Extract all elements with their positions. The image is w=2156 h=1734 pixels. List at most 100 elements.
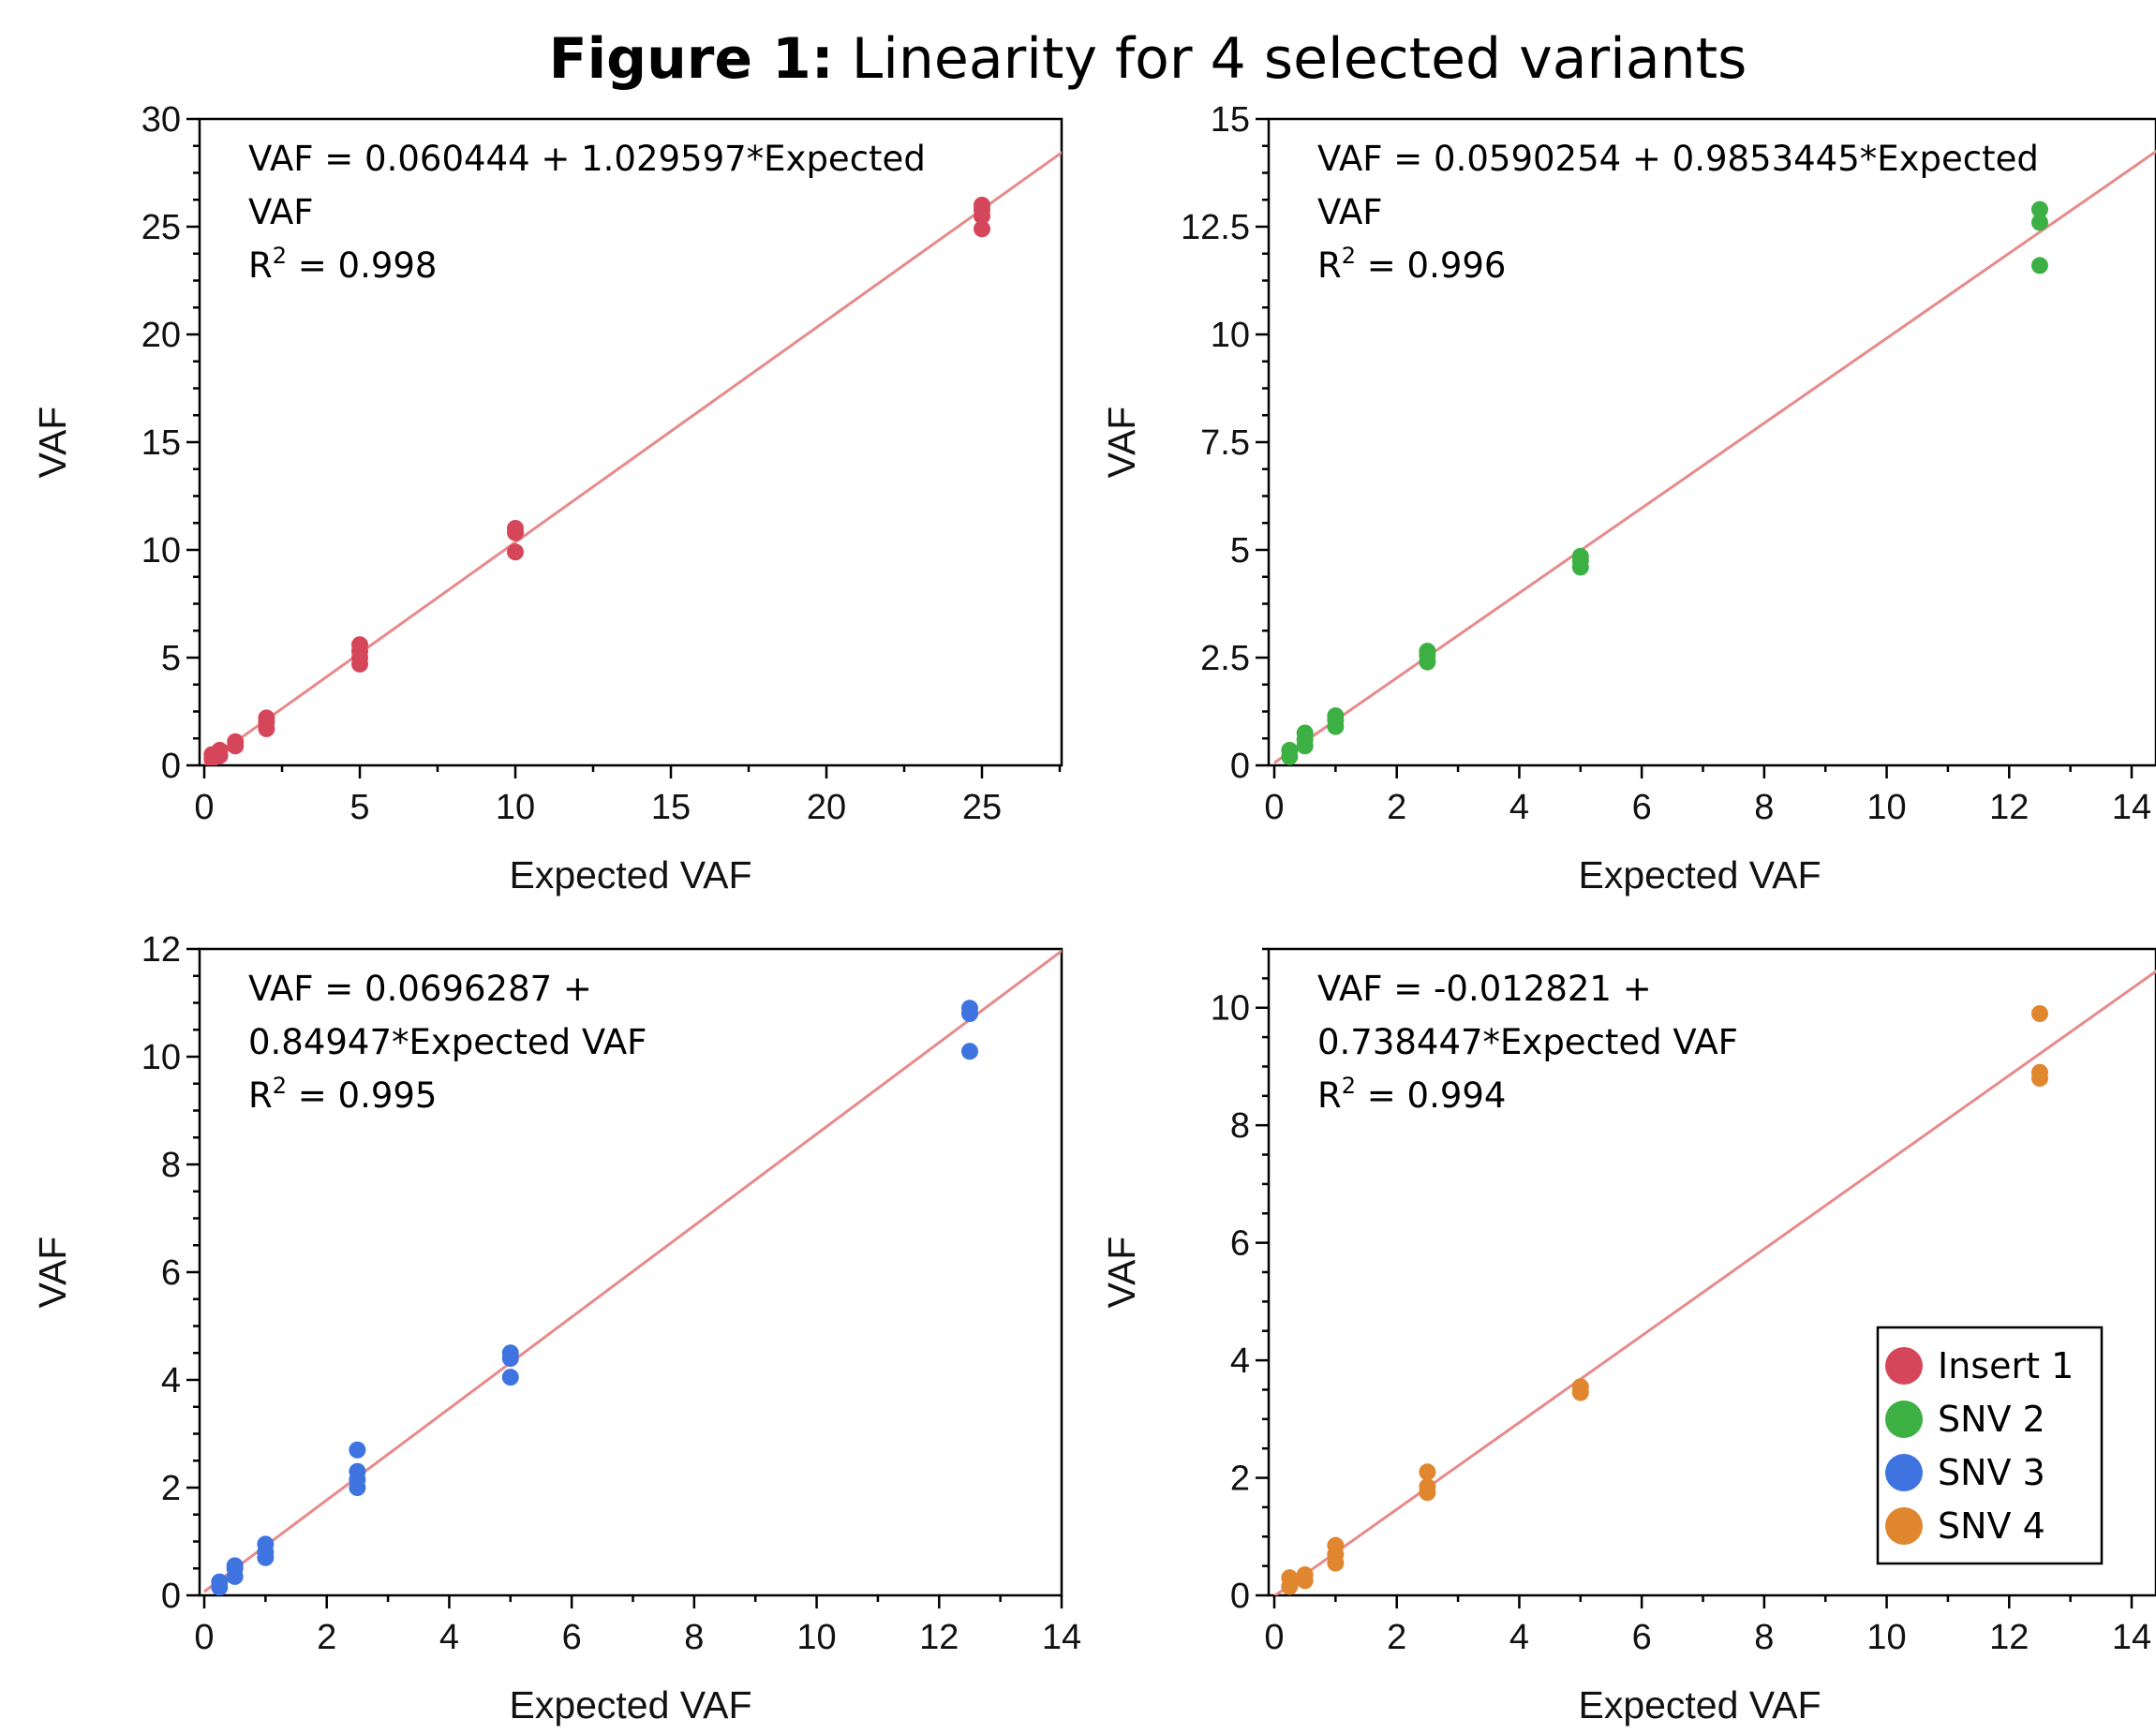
x-tick-label: 10	[1866, 788, 1906, 827]
y-axis-label: VAF	[1100, 407, 1143, 479]
x-tick-label: 12	[1989, 1618, 2029, 1657]
data-point	[1296, 724, 1314, 742]
x-tick-label: 6	[1632, 1618, 1652, 1657]
x-tick-label: 2	[1387, 1618, 1406, 1657]
equation-line: VAF = 0.060444 + 1.029597*Expected	[248, 139, 926, 179]
y-tick-label: 4	[1230, 1341, 1250, 1381]
equation-line: 0.738447*Expected VAF	[1317, 1022, 1738, 1062]
x-axis-label: Expected VAF	[1578, 1683, 1821, 1727]
x-tick-label: 4	[1509, 788, 1529, 827]
x-tick-label: 8	[1754, 1618, 1774, 1657]
data-point	[2030, 1005, 2048, 1022]
y-tick-label: 25	[141, 208, 181, 247]
y-tick-label: 10	[1211, 316, 1250, 355]
x-tick-label: 0	[194, 1618, 214, 1657]
equation-line: VAF = 0.0590254 + 0.9853445*Expected	[1317, 139, 2039, 179]
y-tick-label: 0	[1230, 1577, 1250, 1616]
x-tick-label: 10	[796, 1618, 836, 1657]
data-point	[2030, 214, 2048, 231]
r-squared-exponent: 2	[1342, 1073, 1356, 1099]
plot-frame	[1267, 117, 2156, 767]
r-squared-value: = 0.996	[1356, 245, 1506, 286]
x-tick-label: 8	[684, 1618, 704, 1657]
y-axis-label: VAF	[31, 407, 74, 479]
data-point	[1419, 1477, 1436, 1495]
legend-swatch	[1885, 1507, 1923, 1545]
x-tick-label: 4	[1509, 1618, 1529, 1657]
data-point	[501, 1344, 519, 1362]
r-squared-r: R	[1317, 1075, 1342, 1116]
data-point	[974, 220, 990, 238]
y-tick-label: 10	[141, 531, 181, 571]
y-tick-label: 15	[1211, 100, 1250, 140]
r-squared-exponent: 2	[1342, 243, 1356, 269]
data-point	[226, 1557, 244, 1575]
legend-label: SNV 4	[1938, 1505, 2045, 1547]
data-point	[349, 1441, 366, 1459]
data-point	[1327, 1536, 1345, 1554]
fit-line	[203, 151, 1062, 765]
x-tick-label: 4	[439, 1618, 459, 1657]
data-point	[1296, 1566, 1314, 1584]
y-axis-label: VAF	[1100, 1237, 1143, 1309]
x-tick-label: 2	[1387, 788, 1406, 827]
x-tick-label: 0	[1264, 1618, 1284, 1657]
x-tick-label: 0	[194, 788, 214, 827]
r-squared-label: R2 = 0.998	[248, 243, 437, 286]
x-tick-label: 10	[496, 788, 535, 827]
legend: Insert 1 SNV 2 SNV 3 SNV 4	[1876, 1326, 2104, 1565]
legend-swatch	[1885, 1454, 1923, 1491]
x-tick-label: 14	[1042, 1618, 1081, 1657]
legend-label: SNV 3	[1938, 1452, 2045, 1493]
data-point	[1281, 1569, 1299, 1587]
fit-line	[1273, 970, 2156, 1595]
x-tick-label: 25	[962, 788, 1002, 827]
r-squared-exponent: 2	[273, 243, 287, 269]
r-squared-value: = 0.998	[287, 245, 437, 286]
y-tick-label: 20	[141, 316, 181, 355]
y-tick-label: 8	[161, 1146, 181, 1185]
data-point	[258, 709, 275, 727]
legend-swatch	[1885, 1401, 1923, 1438]
x-tick-label: 6	[562, 1618, 582, 1657]
data-point	[1419, 643, 1436, 660]
x-axis-label: Expected VAF	[1578, 853, 1821, 897]
figure-title-rest: Linearity for 4 selected variants	[833, 26, 1747, 92]
data-point	[1571, 547, 1589, 565]
plot-data-area	[1273, 970, 2156, 1595]
y-tick-label: 7.5	[1200, 423, 1250, 463]
fit-line	[1273, 149, 2156, 764]
data-point	[960, 1043, 978, 1060]
plot-frame	[198, 117, 1063, 767]
data-point	[974, 197, 990, 214]
y-tick-label: 0	[161, 1577, 181, 1616]
y-tick-label: 5	[1230, 531, 1250, 571]
data-point	[349, 1462, 366, 1480]
plot-data-area	[203, 151, 1062, 765]
equation-line: 0.84947*Expected VAF	[248, 1022, 647, 1062]
r-squared-label: R2 = 0.995	[248, 1073, 437, 1116]
data-point	[1327, 707, 1345, 725]
chart-panel-2: 0 2.5 5 7.5 10 12.5 15 0 2 4 6 8 10 12 14 Expected VAF V…	[1100, 100, 2156, 897]
y-tick-label: 6	[161, 1253, 181, 1293]
data-point	[1419, 1463, 1436, 1481]
r-squared-r: R	[1317, 245, 1342, 286]
data-point	[351, 636, 368, 654]
y-axis-label: VAF	[31, 1237, 74, 1309]
y-tick-label: 10	[1211, 989, 1250, 1029]
chart-panel-4: 0 2 4 6 8 10 0 2 4 6 8 10 12 14 Expected VAF VAF VAF = -…	[1100, 947, 2156, 1727]
data-point	[1281, 741, 1299, 759]
r-squared-value: = 0.994	[1356, 1075, 1506, 1116]
x-tick-label: 14	[2112, 788, 2151, 827]
x-axis-label: Expected VAF	[509, 1683, 751, 1727]
chart-panel-3: 0 2 4 6 8 10 12 0 2 4 6 8 10 12 14 Expected VAF VAF VAF =…	[31, 930, 1081, 1727]
x-tick-label: 6	[1632, 788, 1652, 827]
y-tick-label: 10	[141, 1038, 181, 1077]
y-tick-label: 12.5	[1181, 208, 1250, 247]
data-point	[507, 543, 524, 561]
legend-label: Insert 1	[1938, 1345, 2074, 1386]
x-tick-label: 10	[1866, 1618, 1906, 1657]
r-squared-r: R	[248, 245, 273, 286]
y-tick-label: 15	[141, 423, 181, 463]
figure-title: Figure 1: Linearity for 4 selected varia…	[0, 26, 2156, 92]
